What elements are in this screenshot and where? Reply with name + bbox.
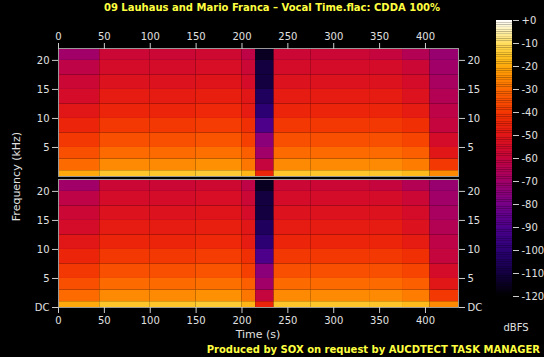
svg-text:20: 20	[37, 186, 50, 197]
svg-text:15: 15	[468, 215, 481, 226]
svg-text:5: 5	[43, 142, 49, 153]
svg-text:10: 10	[37, 113, 50, 124]
html-text:Produced by SOX on request by: Produced by SOX on request by AUCDTECT T…	[206, 344, 540, 355]
svg-text:5: 5	[43, 273, 49, 284]
svg-text:100: 100	[141, 31, 160, 42]
svg-text:15: 15	[37, 84, 50, 95]
svg-text:10: 10	[37, 244, 50, 255]
svg-text:0: 0	[55, 31, 61, 42]
svg-text:50: 50	[98, 315, 111, 326]
html-text:09 Lauhaus and Mario Franca –: 09 Lauhaus and Mario Franca – Vocal Time…	[103, 2, 441, 13]
svg-text:400: 400	[416, 315, 435, 326]
svg-text:-40: -40	[522, 107, 538, 118]
svg-text:200: 200	[232, 315, 251, 326]
svg-text:350: 350	[370, 315, 389, 326]
svg-text:300: 300	[324, 31, 343, 42]
svg-text:400: 400	[416, 31, 435, 42]
svg-text:-100: -100	[522, 245, 544, 256]
svg-text:0: 0	[55, 315, 61, 326]
html-text:dBFS: dBFS	[503, 322, 529, 333]
svg-text:-50: -50	[522, 130, 538, 141]
html-text:Frequency (kHz): Frequency (kHz)	[9, 131, 23, 222]
svg-text:20: 20	[37, 55, 50, 66]
svg-text:-10: -10	[522, 38, 538, 49]
svg-text:15: 15	[468, 84, 481, 95]
svg-text:50: 50	[98, 31, 111, 42]
svg-text:10: 10	[468, 113, 481, 124]
svg-text:20: 20	[468, 186, 481, 197]
svg-text:-30: -30	[522, 84, 538, 95]
svg-text:DC: DC	[35, 302, 50, 313]
svg-text:DC: DC	[468, 302, 483, 313]
svg-text:150: 150	[187, 31, 206, 42]
svg-text:-20: -20	[522, 61, 538, 72]
svg-text:150: 150	[187, 315, 206, 326]
svg-text:+0: +0	[522, 15, 537, 26]
svg-text:350: 350	[370, 31, 389, 42]
svg-text:10: 10	[468, 244, 481, 255]
svg-text:-80: -80	[522, 199, 538, 210]
svg-text:200: 200	[232, 31, 251, 42]
svg-text:5: 5	[468, 142, 474, 153]
svg-text:-70: -70	[522, 176, 538, 187]
svg-text:-110: -110	[522, 268, 544, 279]
svg-text:250: 250	[278, 315, 297, 326]
svg-text:300: 300	[324, 315, 343, 326]
svg-text:-60: -60	[522, 153, 538, 164]
svg-text:15: 15	[37, 215, 50, 226]
html-text:Time (s): Time (s)	[235, 328, 281, 341]
svg-text:-90: -90	[522, 222, 538, 233]
svg-text:100: 100	[141, 315, 160, 326]
svg-text:250: 250	[278, 31, 297, 42]
svg-text:20: 20	[468, 55, 481, 66]
svg-text:-120: -120	[522, 291, 544, 302]
svg-text:5: 5	[468, 273, 474, 284]
